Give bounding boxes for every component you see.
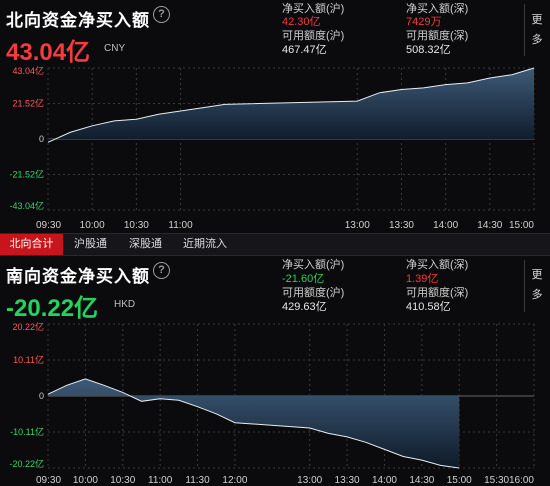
tab-recent-inflow[interactable]: 近期流入 [183, 238, 227, 250]
south-x-tick-label: 10:30 [110, 475, 135, 486]
north-y-tick-label: -21.52亿 [9, 169, 44, 180]
north-more-divider [524, 4, 525, 56]
south-chart: 20.22亿 10.11亿 0 -10.11亿 -20.22亿 09:30 10:00 10… [9, 321, 535, 486]
south-stat-label-3: 可用额度(深) [406, 287, 469, 299]
south-area [48, 378, 460, 468]
north-y-tick-label: -43.04亿 [9, 200, 44, 211]
north-x-tick-label: 15:00 [509, 220, 534, 231]
north-title: 北向资金净买入额 [6, 11, 150, 30]
south-x-tick-label: 16:00 [509, 475, 534, 486]
north-x-tick-label: 09:30 [36, 220, 61, 231]
south-line [47, 378, 460, 469]
north-chart: 43.04亿 21.52亿 0 -21.52亿 -43.04亿 09:30 10:00 10… [9, 65, 535, 231]
north-stat-label-2: 可用额度(沪) [282, 30, 345, 42]
north-y-tick-label: 21.52亿 [12, 98, 44, 109]
north-x-tick-label: 13:00 [345, 220, 370, 231]
north-stat-value-2: 467.47亿 [282, 44, 327, 56]
north-stat-label-3: 可用额度(深) [406, 30, 469, 42]
south-value: -20.22亿 [6, 295, 99, 322]
north-stat-value-0: 42.30亿 [282, 16, 321, 28]
south-stat-label-2: 可用额度(沪) [282, 287, 345, 299]
south-stat-label-1: 净买入额(深) [406, 259, 469, 271]
south-x-tick-label: 10:00 [73, 475, 98, 486]
south-stat-value-2: 429.63亿 [282, 301, 327, 313]
south-currency: HKD [114, 299, 136, 310]
north-value: 43.04亿 [6, 39, 91, 66]
north-x-tick-label: 10:30 [124, 220, 149, 231]
north-x-tick-label: 14:30 [477, 220, 502, 231]
tab-sz-connect[interactable]: 深股通 [129, 238, 162, 250]
south-x-tick-label: 14:30 [409, 475, 434, 486]
south-x-tick-label: 13:00 [297, 475, 322, 486]
north-more-button[interactable]: 更多 [531, 14, 543, 46]
south-x-tick-label: 14:00 [372, 475, 397, 486]
north-area [48, 68, 534, 143]
north-stat-value-3: 508.32亿 [406, 44, 451, 56]
north-y-tick-label: 0 [39, 134, 44, 144]
tab-bar: 北向合计 沪股通 深股通 近期流入 [0, 233, 550, 256]
south-stat-label-0: 净买入额(沪) [282, 259, 345, 271]
south-title: 南向资金净买入额 [6, 267, 150, 286]
south-y-tick-label: 10.11亿 [13, 354, 44, 365]
north-x-tick-label: 14:00 [433, 220, 458, 231]
south-x-tick-label: 12:00 [222, 475, 247, 486]
tab-sh-connect[interactable]: 沪股通 [74, 238, 107, 250]
south-x-tick-label: 13:30 [335, 475, 360, 486]
north-line [47, 67, 535, 143]
north-currency: CNY [104, 43, 126, 54]
north-y-tick-label: 43.04亿 [12, 65, 44, 76]
north-stat-value-1: 7429万 [406, 16, 442, 28]
north-stat-label-1: 净买入额(深) [406, 3, 469, 15]
south-help-icon[interactable]: ? [153, 262, 170, 279]
north-help-icon[interactable]: ? [153, 6, 170, 23]
north-x-tick-label: 13:30 [389, 220, 414, 231]
south-x-tick-label: 11:00 [148, 475, 173, 486]
south-y-tick-label: -10.11亿 [10, 426, 44, 437]
north-stat-label-0: 净买入额(沪) [282, 3, 345, 15]
north-x-tick-label: 10:00 [80, 220, 105, 231]
south-more-divider [524, 260, 525, 312]
south-stat-value-1: 1.39亿 [406, 273, 439, 285]
south-y-tick-label: 20.22亿 [12, 321, 44, 332]
south-x-tick-label: 15:30 [484, 475, 509, 486]
tab-north-total[interactable]: 北向合计 [0, 234, 63, 255]
south-x-tick-label: 15:00 [447, 475, 472, 486]
south-y-tick-label: 0 [39, 391, 44, 401]
south-x-tick-label: 09:30 [36, 475, 61, 486]
south-stat-value-0: -21.60亿 [282, 273, 325, 285]
south-more-button[interactable]: 更多 [531, 269, 543, 301]
south-stat-value-3: 410.58亿 [406, 301, 451, 313]
south-y-tick-label: -20.22亿 [9, 458, 44, 469]
south-x-tick-label: 11:30 [185, 475, 210, 486]
north-x-tick-label: 11:00 [168, 220, 193, 231]
